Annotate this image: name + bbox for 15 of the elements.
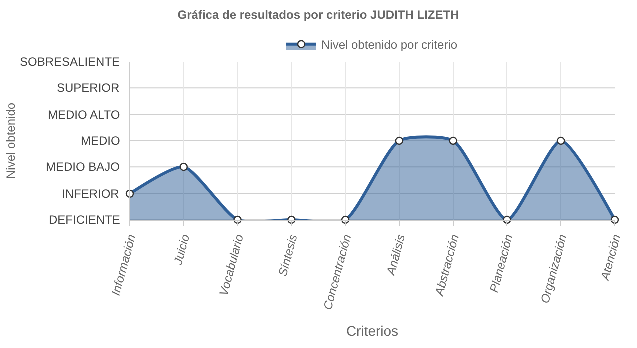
ref-line-label: MEDIO BAJO <box>46 160 120 174</box>
x-tick-label: Juicio <box>170 232 193 268</box>
x-axis-title: Criterios <box>346 322 399 339</box>
ref-line-label: SUPERIOR <box>57 81 120 95</box>
x-tick-label: Análisis <box>384 233 408 278</box>
ref-line-label: INFERIOR <box>62 187 120 201</box>
ref-line-label: DEFICIENTE <box>49 213 120 227</box>
ref-line-label: SOBRESALIENTE <box>20 55 120 69</box>
text: Nivel obtenido <box>4 102 18 179</box>
chart-title: Gráfica de resultados por criterio JUDITH LIZETH <box>178 8 460 22</box>
x-tick-label: Síntesis <box>276 233 300 278</box>
ref-line-label: MEDIO ALTO <box>48 108 120 122</box>
legend-label: Nivel obtenido por criterio <box>322 38 458 52</box>
ref-line-label: MEDIO <box>81 134 120 148</box>
x-tick-label: Atención <box>598 232 624 283</box>
